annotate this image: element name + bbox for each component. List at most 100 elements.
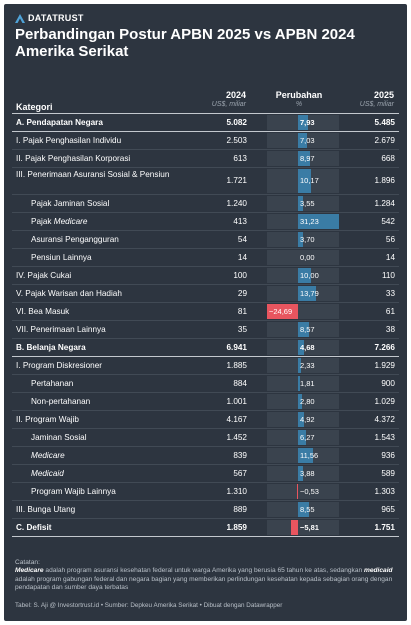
row-change-label: −5,81	[300, 523, 319, 532]
row-change-label: 31,23	[300, 217, 319, 226]
row-change-cell: −24,69	[267, 304, 339, 319]
row-change-cell: 3,88	[267, 466, 339, 481]
row-change-cell: 8,55	[267, 502, 339, 517]
footer-credit: Tabel: S. Aji @ Investortrust.id • Sumbe…	[15, 602, 283, 609]
row-category: IV. Pajak Cukai	[16, 271, 72, 280]
row-change-cell: 31,23	[267, 214, 339, 229]
table-row: Pajak Medicare 413 31,23 542	[12, 213, 399, 231]
row-value-2025: 33	[385, 289, 395, 298]
row-category: Pajak Jaminan Sosial	[31, 199, 110, 208]
table-row: IV. Pajak Cukai 100 10,00 110	[12, 267, 399, 285]
row-change-bar	[298, 133, 308, 148]
row-change-cell: 10,00	[267, 268, 339, 283]
row-change-bar	[298, 169, 312, 193]
row-value-2024: 889	[233, 505, 247, 514]
row-value-2024: 839	[233, 451, 247, 460]
table-row: V. Pajak Warisan dan Hadiah 29 13,79 33	[12, 285, 399, 303]
row-change-bar	[298, 358, 302, 373]
row-change-cell: 3,55	[267, 196, 339, 211]
row-category: Program Wajib Lainnya	[31, 487, 116, 496]
table-row: Pensiun Lainnya 14 0,00 14	[12, 249, 399, 267]
notes-body: Medicare adalah program asuransi kesehat…	[15, 567, 400, 592]
notes-medicare-term: Medicare	[15, 567, 44, 575]
row-value-2024: 81	[237, 307, 247, 316]
triangle-logo-icon	[15, 13, 25, 23]
row-change-cell: 13,79	[267, 286, 339, 301]
row-category: A. Pendapatan Negara	[16, 118, 103, 127]
row-category-italic: Medicare	[53, 217, 88, 226]
row-change-label: 8,57	[300, 325, 315, 334]
notes-medicaid-prefix: sedangkan	[329, 567, 364, 575]
row-change-label: 1,81	[300, 379, 315, 388]
row-change-bar	[298, 268, 312, 283]
row-value-2025: 61	[385, 307, 395, 316]
row-category: I. Pajak Penghasilan Individu	[16, 136, 122, 145]
row-category: V. Pajak Warisan dan Hadiah	[16, 289, 122, 298]
table-row: II. Program Wajib 4.167 4,92 4.372	[12, 411, 399, 429]
row-change-cell: 4,68	[267, 340, 339, 355]
row-value-2025: 110	[381, 271, 395, 280]
table-row: C. Defisit 1.859 −5,81 1.751	[12, 519, 399, 537]
table-row: VI. Bea Masuk 81 −24,69 61	[12, 303, 399, 321]
row-change-label: 8,97	[300, 154, 315, 163]
table-row: B. Belanja Negara 6.941 4,68 7.266	[12, 339, 399, 357]
row-change-bar	[298, 376, 301, 391]
table-row: Pajak Jaminan Sosial 1.240 3,55 1.284	[12, 195, 399, 213]
row-value-2024: 1.240	[226, 199, 248, 208]
row-category: II. Program Wajib	[16, 415, 79, 424]
row-change-cell: 8,57	[267, 322, 339, 337]
row-value-2025: 936	[381, 451, 395, 460]
row-value-2024: 1.721	[226, 176, 248, 185]
row-value-2025: 965	[381, 505, 395, 514]
row-value-2025: 7.266	[374, 343, 396, 352]
row-value-2025: 1.929	[374, 361, 396, 370]
table-row: VII. Penerimaan Lainnya 35 8,57 38	[12, 321, 399, 339]
row-value-2025: 1.543	[374, 433, 396, 442]
row-value-2024: 2.503	[226, 136, 248, 145]
row-change-cell: −5,81	[267, 520, 339, 535]
row-value-2025: 38	[385, 325, 395, 334]
table-row: A. Pendapatan Negara 5.082 7,93 5.485	[12, 114, 399, 132]
row-value-2024: 54	[237, 235, 247, 244]
row-value-2024: 1.452	[226, 433, 248, 442]
row-change-cell: 10,17	[267, 169, 339, 193]
header-divider	[12, 113, 399, 114]
table-row: Asuransi Pengangguran 54 3,70 56	[12, 231, 399, 249]
row-change-bar	[298, 340, 305, 355]
row-change-label: 3,88	[300, 469, 315, 478]
row-value-2025: 900	[381, 379, 395, 388]
notes-medicare-text: adalah program asuransi kesehatan federa…	[43, 567, 329, 575]
header-change-unit: %	[295, 101, 303, 108]
row-change-label: 7,93	[300, 118, 315, 127]
row-value-2024: 884	[233, 379, 247, 388]
row-change-cell: 8,97	[267, 151, 339, 166]
row-change-cell: 4,92	[267, 412, 339, 427]
row-category: Medicaid	[31, 465, 64, 482]
row-value-2024: 6.941	[226, 343, 248, 352]
brand-name: DATATRUST	[28, 13, 84, 23]
row-value-2025: 668	[381, 154, 395, 163]
row-change-label: 6,27	[300, 433, 315, 442]
header-2024: 2024	[225, 90, 246, 100]
row-change-bar	[267, 304, 298, 319]
row-change-cell: 3,70	[267, 232, 339, 247]
row-value-2025: 5.485	[374, 118, 396, 127]
row-value-2024: 1.310	[226, 487, 248, 496]
row-category: Pensiun Lainnya	[31, 253, 92, 262]
row-value-2024: 567	[233, 469, 247, 478]
row-value-2024: 1.885	[226, 361, 248, 370]
table-row: III. Penerimaan Asuransi Sosial & Pensiu…	[12, 168, 399, 195]
chart-title: Perbandingan Postur APBN 2025 vs APBN 20…	[15, 26, 355, 60]
row-value-2025: 1.029	[374, 397, 396, 406]
row-category: Asuransi Pengangguran	[31, 235, 119, 244]
row-value-2025: 1.896	[374, 176, 396, 185]
row-category: VI. Bea Masuk	[16, 307, 70, 316]
table-row: Medicare 839 11,56 936	[12, 447, 399, 465]
row-category-italic: Medicaid	[31, 469, 64, 478]
header-2025: 2025	[373, 90, 394, 100]
row-value-2024: 1.859	[226, 523, 248, 532]
row-value-2025: 1.284	[374, 199, 396, 208]
row-change-label: 8,55	[300, 505, 315, 514]
row-category: Jaminan Sosial	[31, 433, 87, 442]
header-2025-unit: US$, miliar	[359, 101, 394, 108]
